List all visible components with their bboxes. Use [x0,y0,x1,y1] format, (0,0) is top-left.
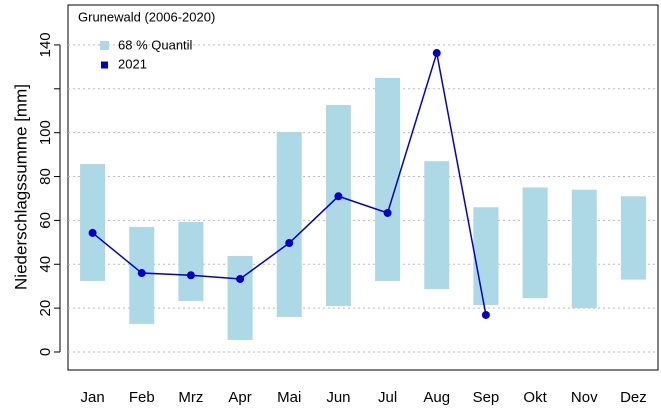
legend-label: 68 % Quantil [118,37,193,52]
x-tick-label: Apr [228,389,251,406]
point [383,208,392,217]
x-tick-label: Feb [129,389,155,406]
point [186,271,195,280]
range-bar [424,161,450,290]
y-tick-label: 100 [37,120,54,145]
point [285,238,294,247]
y-tick-label: 0 [37,348,54,356]
legend-title: Grunewald (2006-2020) [78,9,215,24]
range-bar [325,105,351,306]
range-bar [473,207,499,306]
range-bar [276,132,302,317]
x-tick-label: Jun [326,389,350,406]
range-bar [522,187,548,299]
x-tick-label: Mrz [178,389,203,406]
legend-swatch [101,61,108,69]
x-tick-label: Aug [423,389,450,406]
point [432,49,441,58]
x-tick-label: Sep [473,389,500,406]
x-tick-label: Mai [277,389,301,406]
point [88,228,97,237]
legend-label: 2021 [118,56,147,71]
y-tick-label: 80 [37,168,54,185]
range-bar [80,164,106,281]
y-tick-label: 20 [37,300,54,317]
x-tick-label: Dez [620,389,647,406]
y-axis-label: Niederschlagssumme [mm] [11,84,30,290]
point [481,310,490,319]
range-bar [571,189,597,309]
point [137,269,146,278]
range-bar [375,77,401,281]
x-tick-label: Jul [378,389,397,406]
y-tick-label: 140 [37,32,54,57]
range-bar [620,196,646,280]
x-tick-label: Jan [80,389,104,406]
point [236,274,245,283]
range-bar [227,255,253,340]
x-tick-label: Okt [523,389,547,406]
point [334,192,343,201]
range-bar [178,221,204,301]
x-tick-label: Nov [571,389,598,406]
y-tick-label: 60 [37,212,54,229]
legend-swatch [100,41,109,50]
plot-frame [67,4,659,371]
y-tick-label: 40 [37,256,54,273]
